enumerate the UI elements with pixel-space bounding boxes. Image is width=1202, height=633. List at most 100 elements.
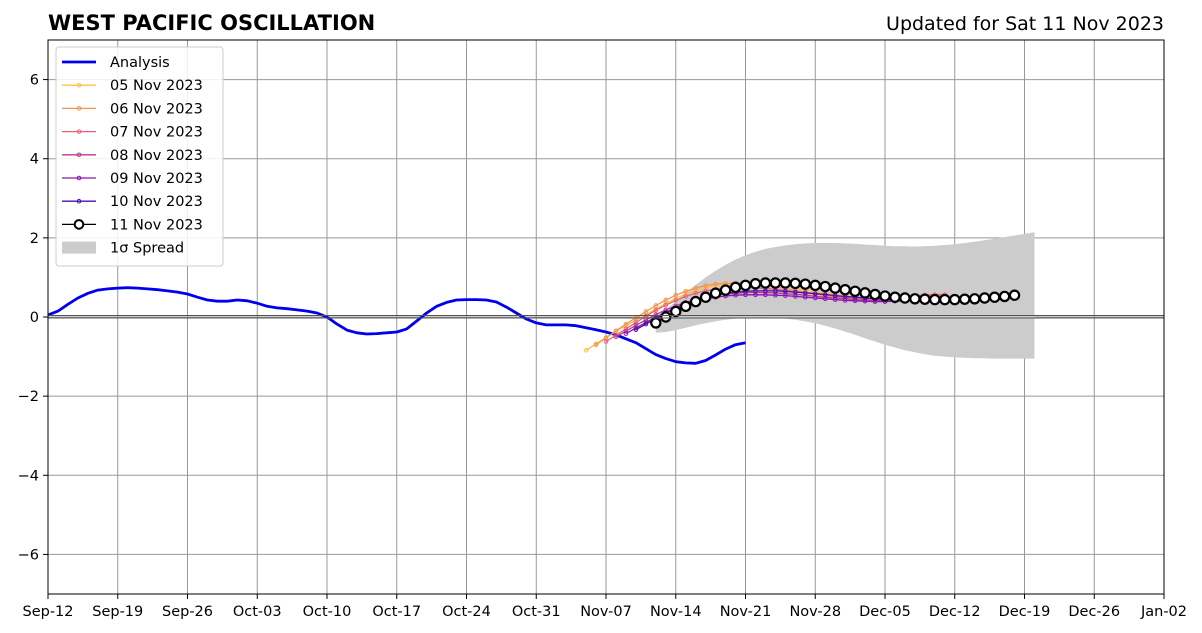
legend-handle-spread xyxy=(62,241,96,254)
forecast-point xyxy=(859,287,871,299)
legend-handle-marker xyxy=(76,152,82,158)
legend-handle-marker xyxy=(76,129,82,134)
y-tick-label: 0 xyxy=(30,310,39,326)
y-tick-label: −2 xyxy=(18,389,39,405)
forecast-point xyxy=(680,300,692,313)
x-tick-label: Oct-31 xyxy=(512,604,561,620)
forecast-point xyxy=(849,285,861,297)
forecast-point xyxy=(653,307,659,313)
forecast-point xyxy=(812,295,818,301)
y-tick-label: 4 xyxy=(30,152,39,168)
legend-handle-marker xyxy=(76,198,82,204)
forecast-point xyxy=(909,293,921,305)
forecast-point xyxy=(939,293,951,306)
x-tick-label: Oct-24 xyxy=(442,604,491,620)
forecast-point xyxy=(839,283,851,296)
forecast-point xyxy=(650,317,662,329)
forecast-point xyxy=(869,288,881,301)
forecast-point xyxy=(699,291,712,303)
forecast-point xyxy=(899,292,911,304)
forecast-point xyxy=(719,284,732,296)
forecast-point xyxy=(583,347,589,353)
legend-label: 10 Nov 2023 xyxy=(110,194,203,210)
x-tick-label: Nov-28 xyxy=(789,604,841,620)
forecast-point xyxy=(683,294,689,299)
x-tick-label: Sep-19 xyxy=(92,604,143,620)
forecast-point xyxy=(799,278,811,290)
forecast-point xyxy=(693,285,698,291)
forecast-point xyxy=(812,291,818,296)
forecast-point xyxy=(978,292,991,304)
forecast-point xyxy=(729,281,742,294)
forecast-point xyxy=(829,282,841,294)
forecast-point xyxy=(959,293,971,305)
legend-handle-marker xyxy=(73,219,85,230)
y-tick-label: 2 xyxy=(30,231,39,247)
forecast-point xyxy=(683,288,689,294)
forecast-point xyxy=(832,293,838,298)
forecast-point xyxy=(663,297,669,303)
forecast-point xyxy=(793,294,798,299)
y-tick-label: 6 xyxy=(30,73,39,89)
forecast-point xyxy=(613,328,619,334)
forecast-point xyxy=(660,311,672,323)
x-tick-label: Jan-02 xyxy=(1140,604,1187,620)
forecast-point xyxy=(802,290,808,296)
forecast-point xyxy=(709,287,722,299)
forecast-point xyxy=(949,293,961,306)
x-tick-label: Dec-12 xyxy=(929,604,981,620)
forecast-point xyxy=(783,288,788,294)
forecast-point xyxy=(822,296,828,302)
x-tick-label: Sep-12 xyxy=(22,604,73,620)
legend-handle-marker xyxy=(76,106,82,111)
forecast-point xyxy=(879,290,891,302)
series-group xyxy=(48,232,1035,365)
x-tick-label: Dec-26 xyxy=(1068,604,1120,620)
x-tick-label: Dec-19 xyxy=(999,604,1051,620)
forecast-point xyxy=(988,291,1001,303)
legend-label: 07 Nov 2023 xyxy=(110,125,203,141)
x-tick-label: Nov-14 xyxy=(650,604,702,620)
forecast-line xyxy=(615,291,945,338)
chart-subtitle: Updated for Sat 11 Nov 2023 xyxy=(886,13,1164,35)
forecast-point xyxy=(789,277,802,290)
forecast-point xyxy=(929,293,941,306)
x-tick-label: Oct-10 xyxy=(303,604,352,620)
legend-label: 08 Nov 2023 xyxy=(110,148,203,164)
forecast-point xyxy=(623,331,629,336)
forecast-point xyxy=(653,303,659,308)
legend-label: 1σ Spread xyxy=(110,241,184,257)
forecast-point xyxy=(643,321,649,327)
forecast-point xyxy=(749,278,762,290)
forecast-point xyxy=(763,288,768,294)
forecast-point xyxy=(693,290,698,296)
legend-handle-marker xyxy=(76,175,82,181)
forecast-series xyxy=(650,277,1021,329)
x-tick-label: Dec-05 xyxy=(859,604,911,620)
forecast-point xyxy=(802,294,808,300)
forecast-point xyxy=(603,339,609,344)
forecast-point xyxy=(643,309,649,314)
forecast-point xyxy=(793,289,798,295)
legend-label: Analysis xyxy=(110,55,170,71)
legend: Analysis 05 Nov 2023 06 Nov 2023 07 Nov 202… xyxy=(55,46,224,267)
forecast-point xyxy=(689,295,702,308)
forecast-point xyxy=(633,323,639,328)
forecast-point xyxy=(739,279,752,292)
forecast-point xyxy=(773,292,778,298)
forecast-point xyxy=(759,277,772,289)
forecast-point xyxy=(673,292,679,298)
forecast-point xyxy=(809,279,821,292)
forecast-point xyxy=(919,293,931,305)
forecast-point xyxy=(713,281,718,287)
y-tick-label: −6 xyxy=(18,547,39,563)
x-tick-label: Oct-17 xyxy=(372,604,421,620)
forecast-point xyxy=(769,277,782,289)
forecast-point xyxy=(968,293,981,305)
legend-label: 05 Nov 2023 xyxy=(110,78,203,94)
forecast-point xyxy=(703,283,708,289)
forecast-point xyxy=(819,280,831,293)
forecast-point xyxy=(663,302,669,308)
forecast-point xyxy=(673,298,679,303)
